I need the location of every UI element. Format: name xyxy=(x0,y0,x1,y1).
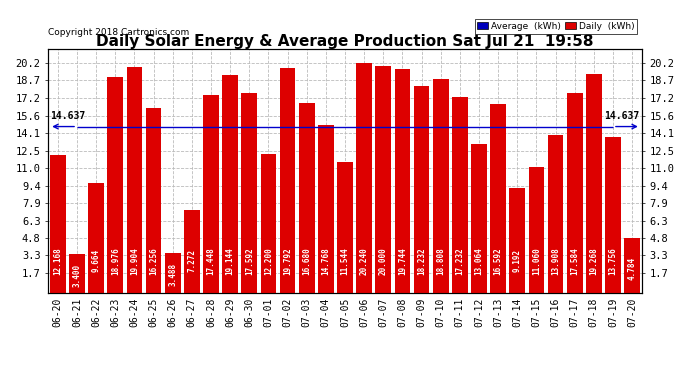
Bar xyxy=(299,104,315,292)
Bar xyxy=(529,167,544,292)
Text: 3.488: 3.488 xyxy=(168,263,177,286)
Bar xyxy=(108,77,123,292)
Text: 16.592: 16.592 xyxy=(493,247,502,274)
Bar xyxy=(509,188,525,292)
Text: 11.544: 11.544 xyxy=(340,247,350,274)
Text: 16.256: 16.256 xyxy=(149,247,158,274)
Text: 14.768: 14.768 xyxy=(322,247,331,274)
Text: 12.168: 12.168 xyxy=(53,247,62,274)
Bar xyxy=(471,144,487,292)
Text: 19.144: 19.144 xyxy=(226,247,235,274)
Text: 19.904: 19.904 xyxy=(130,247,139,274)
Bar xyxy=(548,135,564,292)
Bar xyxy=(605,136,621,292)
Text: 19.792: 19.792 xyxy=(283,247,292,274)
Text: 9.664: 9.664 xyxy=(92,249,101,272)
Bar xyxy=(337,162,353,292)
Text: Copyright 2018 Cartronics.com: Copyright 2018 Cartronics.com xyxy=(48,28,190,37)
Bar xyxy=(452,97,468,292)
Bar xyxy=(222,75,238,292)
Text: 18.976: 18.976 xyxy=(111,247,120,274)
Bar xyxy=(165,253,181,292)
Bar xyxy=(279,68,295,292)
Text: 11.060: 11.060 xyxy=(532,247,541,274)
Bar xyxy=(356,63,372,292)
Text: 13.064: 13.064 xyxy=(475,247,484,274)
Text: 14.637: 14.637 xyxy=(50,111,86,121)
Bar xyxy=(624,238,640,292)
Bar xyxy=(146,108,161,292)
Text: 14.637: 14.637 xyxy=(604,111,640,121)
Text: 20.000: 20.000 xyxy=(379,247,388,274)
Text: 17.584: 17.584 xyxy=(570,247,579,274)
Bar xyxy=(261,154,276,292)
Text: 7.272: 7.272 xyxy=(188,249,197,272)
Bar xyxy=(241,93,257,292)
Text: 16.680: 16.680 xyxy=(302,247,311,274)
Text: 17.232: 17.232 xyxy=(455,247,464,274)
Bar xyxy=(567,93,582,292)
Text: 17.448: 17.448 xyxy=(206,247,215,274)
Bar xyxy=(318,125,334,292)
Text: 18.232: 18.232 xyxy=(417,247,426,274)
Text: 17.592: 17.592 xyxy=(245,247,254,274)
Legend: Average  (kWh), Daily  (kWh): Average (kWh), Daily (kWh) xyxy=(475,19,637,33)
Bar xyxy=(203,95,219,292)
Bar xyxy=(50,154,66,292)
Text: 19.744: 19.744 xyxy=(398,247,407,274)
Text: 9.192: 9.192 xyxy=(513,249,522,272)
Text: 3.400: 3.400 xyxy=(72,264,81,287)
Text: 12.200: 12.200 xyxy=(264,247,273,274)
Bar xyxy=(126,67,142,292)
Bar xyxy=(433,79,448,292)
Bar xyxy=(88,183,104,292)
Bar xyxy=(375,66,391,292)
Bar xyxy=(395,69,411,292)
Text: 20.240: 20.240 xyxy=(359,247,368,274)
Text: 19.268: 19.268 xyxy=(589,247,598,274)
Title: Daily Solar Energy & Average Production Sat Jul 21  19:58: Daily Solar Energy & Average Production … xyxy=(96,34,594,49)
Bar xyxy=(491,104,506,292)
Text: 4.784: 4.784 xyxy=(628,256,637,280)
Bar xyxy=(414,86,429,292)
Bar xyxy=(586,74,602,292)
Text: 13.756: 13.756 xyxy=(609,247,618,274)
Text: 13.908: 13.908 xyxy=(551,247,560,274)
Text: 18.808: 18.808 xyxy=(436,247,445,274)
Bar xyxy=(184,210,199,292)
Bar xyxy=(69,254,85,292)
